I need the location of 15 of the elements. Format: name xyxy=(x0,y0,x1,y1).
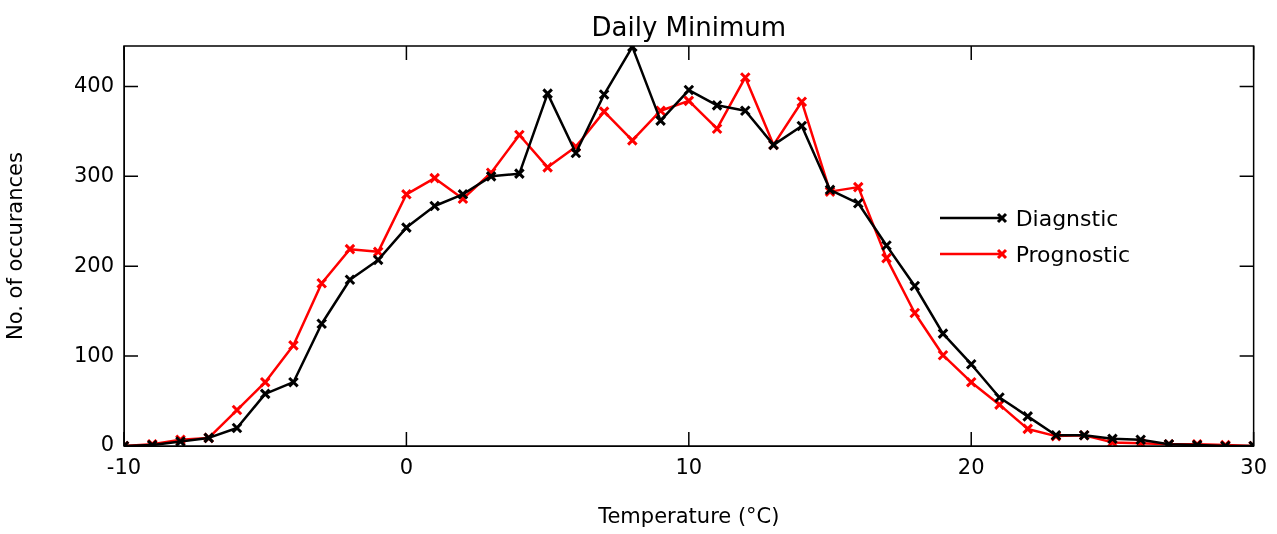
y-tick-label: 300 xyxy=(73,162,114,187)
x-tick-label: 30 xyxy=(1240,455,1268,480)
y-tick-label: 0 xyxy=(100,432,114,457)
legend-label: Prognostic xyxy=(1015,241,1131,267)
x-tick-label: -10 xyxy=(106,455,142,480)
y-tick-label: 100 xyxy=(73,342,114,367)
x-tick-label: 0 xyxy=(399,455,414,480)
y-tick-label: 400 xyxy=(73,72,114,97)
legend-label: Diagnstic xyxy=(1015,205,1119,231)
x-axis-title: Temperature (°C) xyxy=(597,503,780,528)
x-tick-label: 10 xyxy=(675,455,703,480)
y-axis-title: No. of occurances xyxy=(3,152,28,340)
x-tick-label: 20 xyxy=(957,455,985,480)
y-tick-label: 200 xyxy=(73,252,114,277)
chart-title: Daily Minimum xyxy=(591,11,787,42)
